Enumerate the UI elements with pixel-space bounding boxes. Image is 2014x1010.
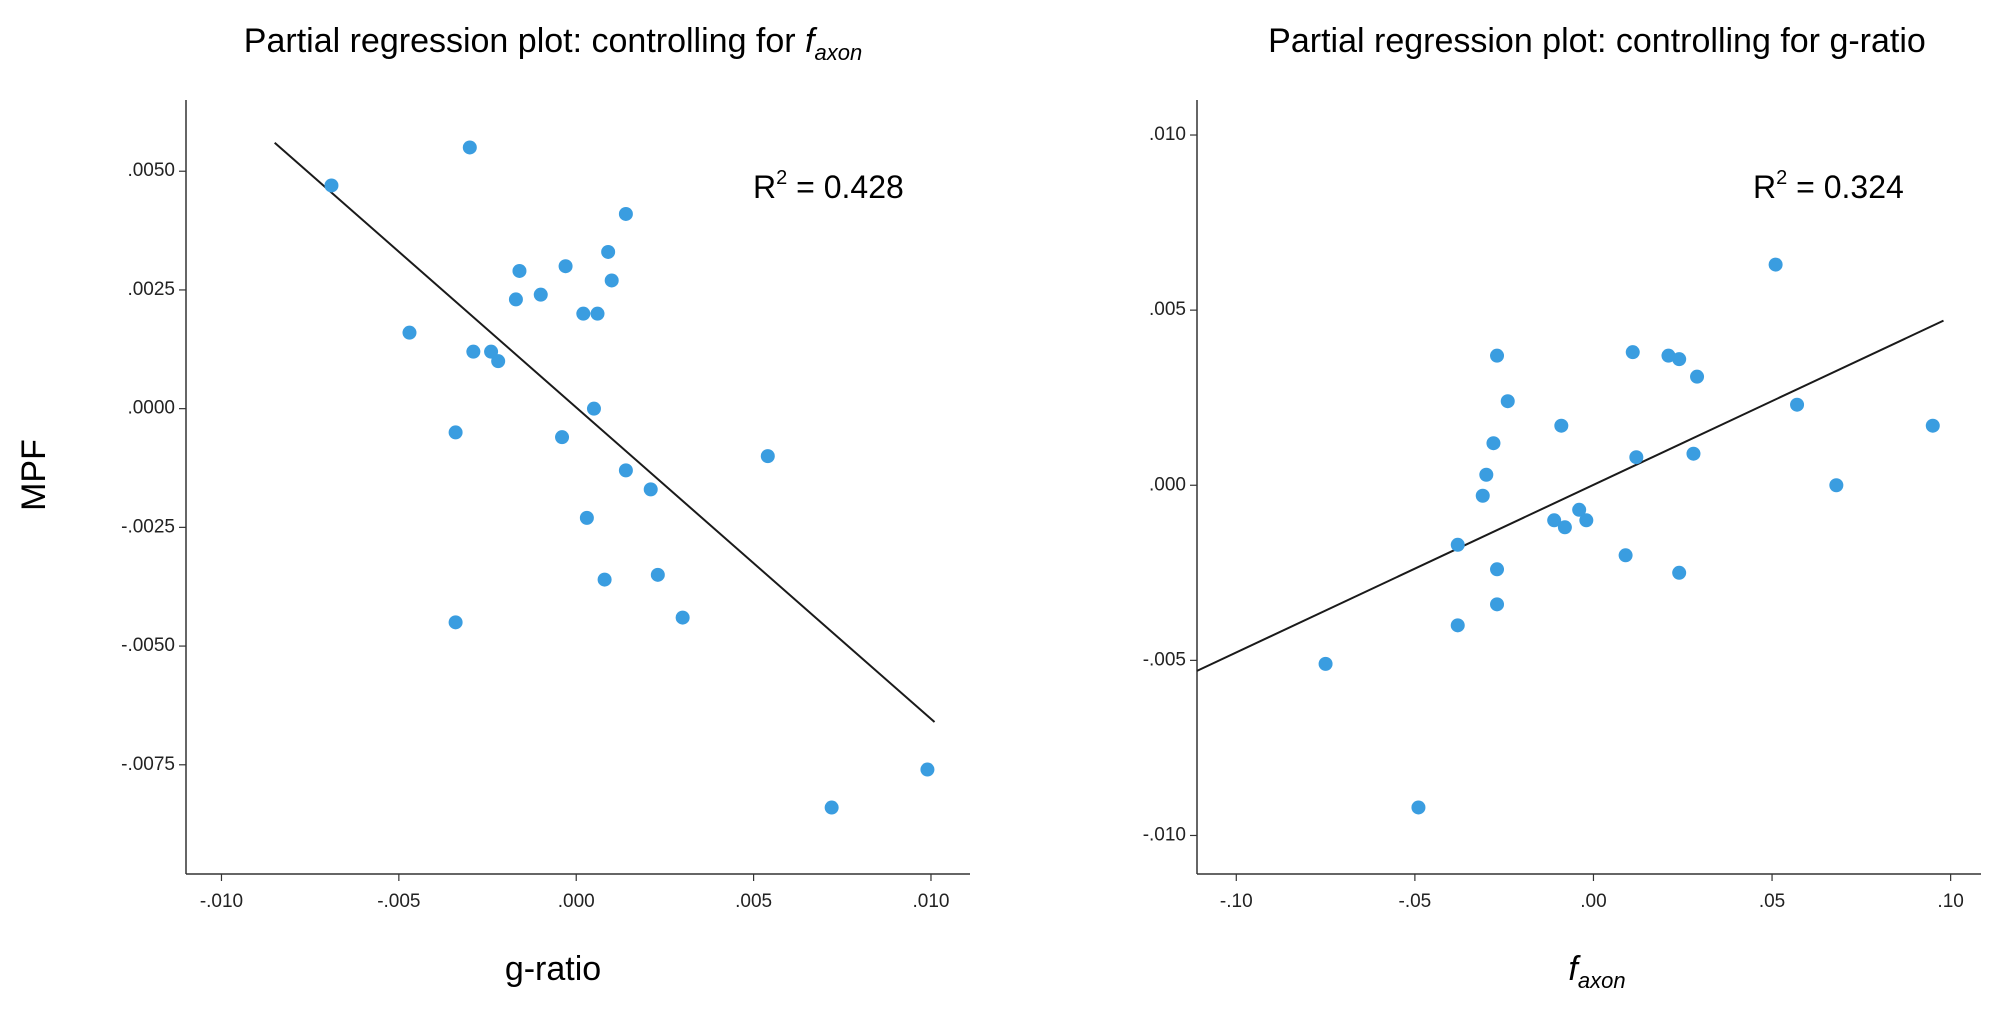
chart-left-data-point [824,800,839,815]
chart-right-data-point [1500,394,1515,409]
chart-right-data-point [1629,450,1644,465]
chart-left-data-point [618,463,633,478]
chart-right-data-point [1475,488,1490,503]
chart-left-data-point [491,354,506,369]
chart-left-data-point [576,306,591,321]
chart-right-x-tick-label: .00 [1580,891,1606,912]
chart-left-y-tick-label: .0000 [127,398,175,419]
chart-left-data-point [760,449,775,464]
chart-right-data-point [1690,369,1705,384]
chart-left-plot-area: .0050 .0025 .0000 -.0025 -.0050 -.0075 -.010 -.… [121,100,970,912]
chart-left-x-tick-label: .010 [912,891,949,912]
chart-left-title: Partial regression plot: controlling for… [244,22,862,65]
chart-right-y-tick-label: -.005 [1143,649,1186,670]
chart-right-data-point [1490,562,1505,577]
chart-left-y-tick-label: .0025 [127,279,175,300]
chart-left-y-tick-label: -.0050 [121,635,175,656]
chart-right-x-tick-label: -.05 [1399,891,1432,912]
chart-right-x-tick-label: -.10 [1220,891,1253,912]
chart-left-data-point [448,615,463,630]
chart-left-data-point [586,401,601,416]
chart-right-data-point [1579,513,1594,528]
y-axis-label: MPF [15,439,53,511]
chart-left-data-point [533,287,548,302]
chart-right-data-point [1490,348,1505,363]
chart-right-data-point [1318,656,1333,671]
chart-right-y-tick-label: -.010 [1143,824,1186,845]
chart-left-data-point [604,273,619,288]
chart-left-y-tick-label: -.0025 [121,516,175,537]
chart-left-data-point [579,510,594,525]
chart-left-data-point [558,259,573,274]
chart-right-data-point [1672,352,1687,367]
chart-right-x-tick-label: .05 [1759,891,1785,912]
chart-right-data-point [1686,446,1701,461]
chart-right-data-point [1768,257,1783,272]
chart-right-data-point [1490,597,1505,612]
chart-right-y-tick-label: .000 [1149,474,1186,495]
chart-right-data-point [1411,800,1426,815]
chart-left-data-point [555,430,570,445]
chart-right-data-point [1450,618,1465,633]
chart-left-x-tick-label: -.010 [200,891,243,912]
chart-right-data-point [1557,520,1572,535]
chart-left-data-point [920,762,935,777]
chart-right-data-point [1672,565,1687,580]
chart-right-data-point [1618,548,1633,563]
chart-right-data-point [1572,502,1587,517]
chart-right-fit-line [1196,319,1944,672]
chart-right-data-point [1661,348,1676,363]
chart-left-x-tick-label: .000 [558,891,595,912]
chart-left-fit-line [274,141,936,723]
chart-right-plot-area: .010 .005 .000 -.005 -.010 -.10 -.05 .00 .05 .10 [1143,100,1981,912]
chart-right-y-tick-label: .010 [1149,124,1186,145]
chart-left-data-point [675,610,690,625]
chart-right-r2: R2 = 0.324 [1753,167,1904,205]
chart-right-data-point [1554,418,1569,433]
chart-right-y-tick-label: .005 [1149,299,1186,320]
chart-right-data-point [1486,436,1501,451]
chart-left: Partial regression plot: controlling for… [121,22,970,988]
chart-right-data-point [1925,418,1940,433]
chart-right-data-point [1450,537,1465,552]
chart-left-y-tick-label: .0050 [127,160,175,181]
chart-right-x-tick-label: .10 [1937,891,1963,912]
chart-left-data-point [643,482,658,497]
chart-left-x-axis-title: g-ratio [505,950,601,988]
chart-left-data-point [618,206,633,221]
chart-left-data-point [601,244,616,259]
chart-left-data-point [324,178,339,193]
chart-left-data-point [448,425,463,440]
chart-right-data-point [1625,345,1640,360]
chart-right-data-point [1547,513,1562,528]
chart-left-data-point [402,325,417,340]
chart-left-data-point [466,344,481,359]
chart-left-y-tick-label: -.0075 [121,754,175,775]
chart-right-data-point [1479,467,1494,482]
chart-right-data-point [1829,478,1844,493]
chart-left-data-point [597,572,612,587]
chart-left-data-point [650,567,665,582]
chart-right-title: Partial regression plot: controlling for… [1268,22,1926,60]
chart-left-r2: R2 = 0.428 [753,167,904,205]
chart-right: Partial regression plot: controlling for… [1143,22,1981,993]
chart-right-x-axis-title: faxon [1568,950,1625,993]
chart-right-data-point [1790,397,1805,412]
chart-left-data-point [508,292,523,307]
chart-left-data-point [590,306,605,321]
chart-left-data-point [462,140,477,155]
chart-left-data-point [512,263,527,278]
chart-left-x-tick-label: -.005 [377,891,420,912]
chart-left-x-tick-label: .005 [735,891,772,912]
